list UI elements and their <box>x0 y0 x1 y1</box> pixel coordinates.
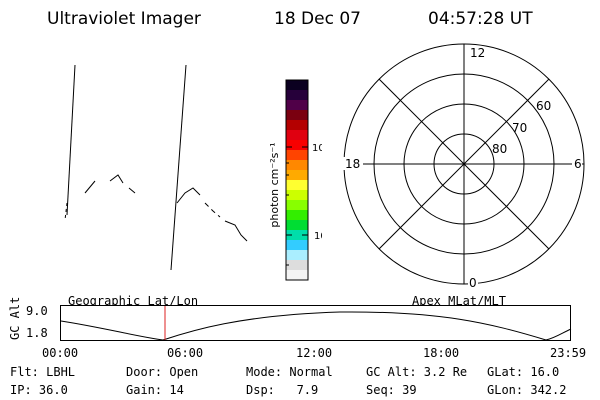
info-glon: GLon: 342.2 <box>487 383 567 397</box>
time-label: 04:57:28 UT <box>428 9 533 29</box>
altitude-timeline[interactable] <box>60 305 572 343</box>
info-flight: Flt: LBHL <box>10 365 76 379</box>
mlt-label-12: 12 <box>470 46 485 60</box>
altitude-curve <box>60 311 572 341</box>
trace-left-2 <box>64 202 68 221</box>
info-gain: Gain: 14 <box>126 383 184 397</box>
colorbar-cell <box>286 170 308 181</box>
mlt-label-6: 6 <box>574 157 582 171</box>
colorbar-unit-label: photon cm⁻²s⁻¹ <box>268 142 281 227</box>
colorbar-cell <box>286 220 308 231</box>
timeline-left-title: Geographic Lat/Lon <box>68 294 199 308</box>
colorbar-cell <box>286 110 308 121</box>
timeline-y-tick-9: 9.0 <box>26 304 48 318</box>
mlt-label-18: 18 <box>345 157 360 171</box>
info-glat: GLat: 16.0 <box>487 365 560 379</box>
colorbar-cell <box>286 270 308 281</box>
trace-left-3 <box>84 180 96 194</box>
polar-mlt-plot: 12 18 6 0 60 70 80 <box>343 43 585 290</box>
timeline-x-tick-1800: 18:00 <box>423 346 460 360</box>
timeline-x-tick-0600: 06:00 <box>167 346 204 360</box>
timeline-x-tick-2359: 23:59 <box>550 346 587 360</box>
trace-mid-3 <box>204 202 221 218</box>
trace-left-1 <box>66 64 76 216</box>
colorbar-cell <box>286 180 308 191</box>
colorbar-cell <box>286 80 308 91</box>
colorbar-cell <box>286 240 308 251</box>
colorbar-cell <box>286 210 308 221</box>
colorbar-cell <box>286 230 308 241</box>
colorbar-cell <box>286 260 308 271</box>
date-label: 18 Dec 07 <box>274 9 361 29</box>
colorbar-cell <box>286 120 308 131</box>
colorbar-tick-100: 100 <box>312 143 322 154</box>
lat-label-80: 80 <box>492 142 507 156</box>
colorbar-cell <box>286 250 308 261</box>
colorbar-tick-10: 10 <box>314 231 322 242</box>
trace-mid-2 <box>176 187 201 204</box>
trace-mid-1 <box>170 64 187 271</box>
mlt-label-0: 0 <box>469 276 477 290</box>
lat-label-60: 60 <box>536 99 551 113</box>
trace-left-4 <box>109 174 124 184</box>
trace-left-5 <box>128 187 136 194</box>
timeline-y-label: GC Alt <box>8 296 22 340</box>
info-seq: Seq: 39 <box>366 383 417 397</box>
colorbar-cell <box>286 90 308 101</box>
colorbar-cell <box>286 150 308 161</box>
info-dsp: Dsp: 7.9 <box>246 383 319 397</box>
info-door: Door: Open <box>126 365 199 379</box>
color-scale-bar: 100 10 photon cm⁻²s⁻¹ <box>268 79 322 281</box>
timeline-y-tick-1-8: 1.8 <box>26 326 48 340</box>
instrument-title: Ultraviolet Imager <box>47 9 201 29</box>
geographic-image-panel <box>64 64 248 271</box>
colorbar-cell <box>286 100 308 111</box>
timeline-x-tick-1200: 12:00 <box>296 346 333 360</box>
timeline-x-tick-0000: 00:00 <box>42 346 79 360</box>
colorbar-cell <box>286 160 308 171</box>
info-gc-alt: GC Alt: 3.2 Re <box>366 365 468 379</box>
trace-mid-4 <box>224 220 248 242</box>
colorbar-cell <box>286 190 308 201</box>
colorbar-cell <box>286 140 308 151</box>
info-mode: Mode: Normal <box>246 365 333 379</box>
colorbar-cell <box>286 200 308 211</box>
lat-label-70: 70 <box>512 121 527 135</box>
info-ip: IP: 36.0 <box>10 383 68 397</box>
timeline-right-title: Apex MLat/MLT <box>412 294 506 308</box>
colorbar-cell <box>286 130 308 141</box>
